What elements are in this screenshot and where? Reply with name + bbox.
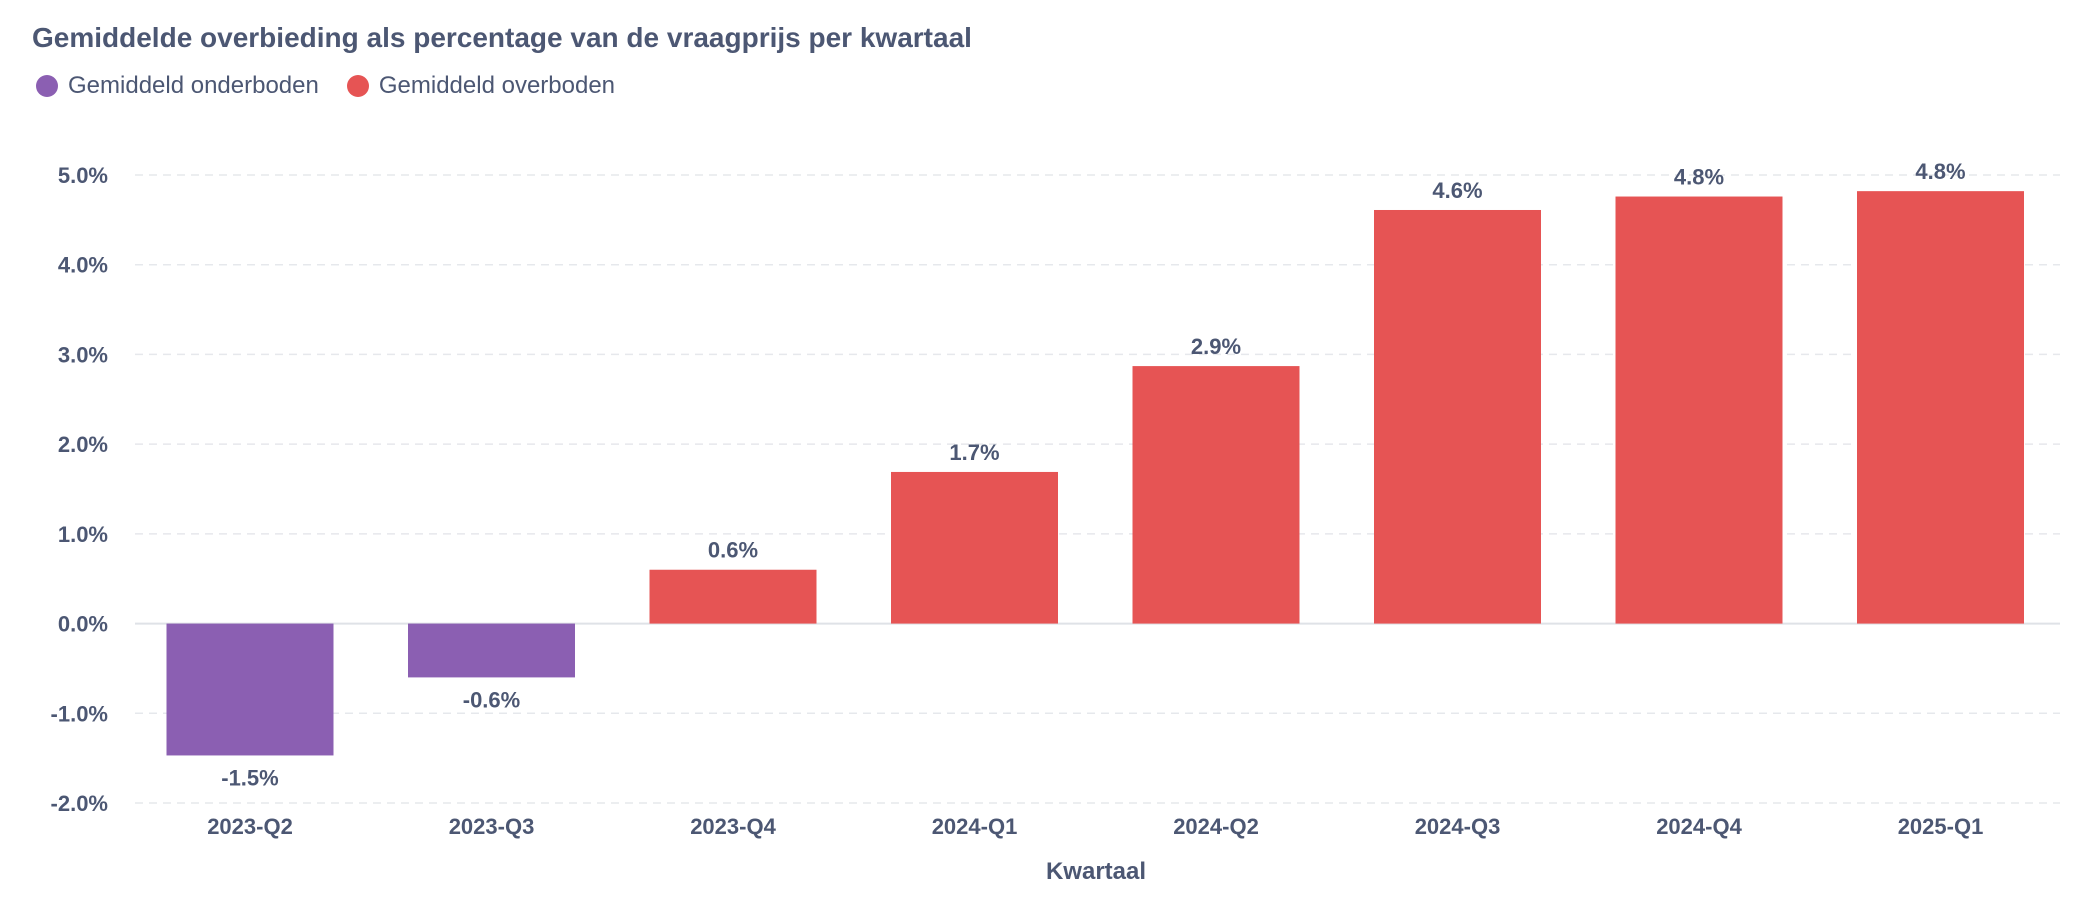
x-tick-label-2023-Q2: 2023-Q2 (207, 814, 293, 839)
y-tick-label: 4.0% (58, 253, 108, 278)
legend-item-onderboden[interactable]: Gemiddeld onderboden (36, 72, 319, 100)
y-tick-label: -1.0% (51, 701, 108, 726)
chart-title: Gemiddelde overbieding als percentage va… (32, 22, 972, 53)
data-label-2023-Q3: -0.6% (463, 687, 520, 712)
y-tick-label: 1.0% (58, 522, 108, 547)
legend-dot-overboden (346, 75, 369, 97)
x-tick-label-2024-Q1: 2024-Q1 (932, 814, 1018, 839)
legend-item-overboden[interactable]: Gemiddeld overboden (346, 72, 616, 100)
bar-2024-Q2[interactable] (1132, 366, 1300, 624)
data-labels: -1.5% -0.6% 0.6% 1.7% 2.9% 4.6% 4.8% 4.8% (221, 159, 1965, 790)
x-tick-label-2023-Q3: 2023-Q3 (449, 814, 535, 839)
y-tick-label: 5.0% (58, 163, 108, 188)
y-tick-label: 3.0% (58, 342, 108, 367)
x-tick-label-2024-Q2: 2024-Q2 (1173, 814, 1259, 839)
x-tick-label-2023-Q4: 2023-Q4 (690, 814, 776, 839)
bar-2023-Q4[interactable] (649, 569, 817, 624)
data-label-2024-Q2: 2.9% (1191, 334, 1241, 359)
bars (166, 191, 2024, 756)
data-label-2024-Q4: 4.8% (1674, 165, 1724, 190)
bar-2024-Q3[interactable] (1374, 209, 1541, 624)
legend-label-overboden: Gemiddeld overboden (378, 72, 616, 99)
x-tick-label-2024-Q4: 2024-Q4 (1656, 814, 1742, 839)
x-tick-label-2025-Q1: 2025-Q1 (1898, 814, 1984, 839)
data-label-2024-Q3: 4.6% (1432, 178, 1482, 203)
data-label-2025-Q1: 4.8% (1915, 159, 1965, 184)
legend-dot-onderboden (36, 75, 58, 97)
data-label-2023-Q4: 0.6% (708, 538, 758, 563)
bar-2023-Q3[interactable] (408, 623, 575, 678)
y-axis-ticks: 5.0% 4.0% 3.0% 2.0% 1.0% 0.0% -1.0% -2.0% (51, 163, 108, 816)
x-tick-label-2024-Q3: 2024-Q3 (1415, 814, 1501, 839)
x-axis-ticks: 2023-Q2 2023-Q3 2023-Q4 2024-Q1 2024-Q2 2024-… (207, 814, 1983, 839)
x-axis-label: Kwartaal (1046, 858, 1146, 885)
bar-2024-Q1[interactable] (891, 471, 1058, 624)
chart-legend: Gemiddeld onderboden Gemiddeld overboden (36, 72, 643, 100)
bar-2025-Q1[interactable] (1857, 191, 2024, 624)
bar-2024-Q4[interactable] (1615, 196, 1783, 624)
data-label-2023-Q2: -1.5% (221, 765, 278, 790)
y-tick-label: 0.0% (58, 612, 108, 637)
y-tick-label: -2.0% (51, 791, 108, 816)
legend-label-onderboden: Gemiddeld onderboden (68, 72, 319, 99)
y-tick-label: 2.0% (58, 432, 108, 457)
data-label-2024-Q1: 1.7% (949, 440, 999, 465)
bar-2023-Q2[interactable] (166, 623, 334, 756)
